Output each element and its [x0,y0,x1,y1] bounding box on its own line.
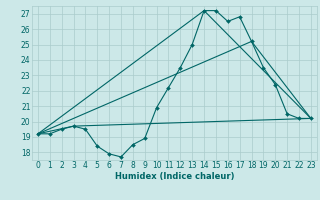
X-axis label: Humidex (Indice chaleur): Humidex (Indice chaleur) [115,172,234,181]
